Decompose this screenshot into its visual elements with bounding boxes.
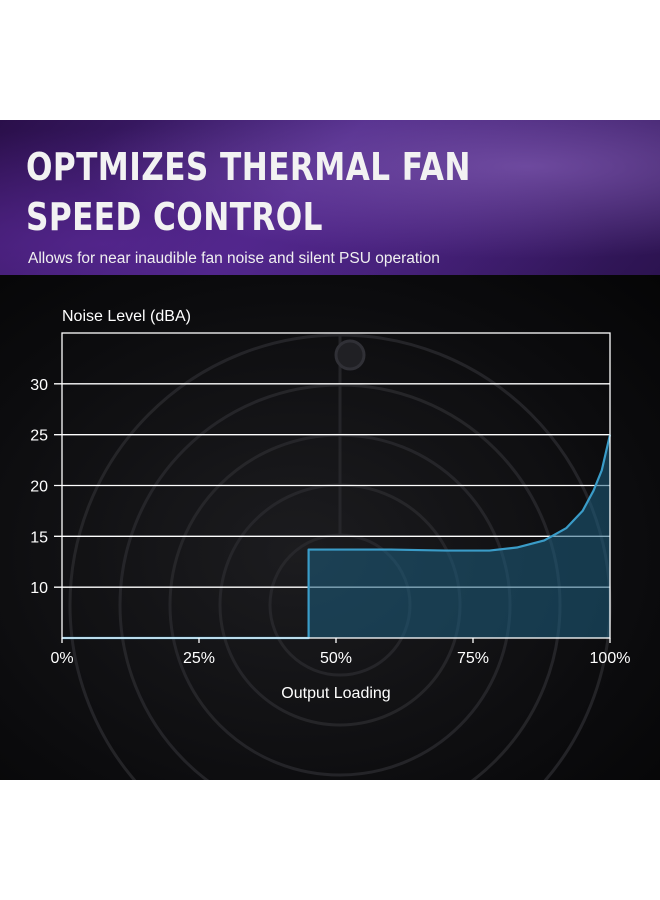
y-tick-label: 25 xyxy=(30,428,48,445)
y-tick-label: 30 xyxy=(30,377,48,394)
y-tick-label: 10 xyxy=(30,580,48,597)
noise-curve-line xyxy=(62,434,612,640)
x-tick-label: 25% xyxy=(183,650,215,667)
page-subtitle: Allows for near inaudible fan noise and … xyxy=(28,250,440,267)
chart-background xyxy=(0,275,660,780)
y-tick-label: 20 xyxy=(30,479,48,496)
page-title: OPTMIZES THERMAL FAN SPEED CONTROL xyxy=(26,145,471,239)
noise-area-fill xyxy=(308,434,610,638)
x-axis-label: Output Loading xyxy=(281,685,390,702)
x-tick-label: 0% xyxy=(50,650,73,667)
x-tick-label: 100% xyxy=(590,650,631,667)
x-tick-label: 75% xyxy=(457,650,489,667)
x-tick-label: 50% xyxy=(320,650,352,667)
y-axis-label: Noise Level (dBA) xyxy=(62,308,191,325)
header-banner xyxy=(0,120,660,275)
y-tick-label: 15 xyxy=(30,529,48,546)
